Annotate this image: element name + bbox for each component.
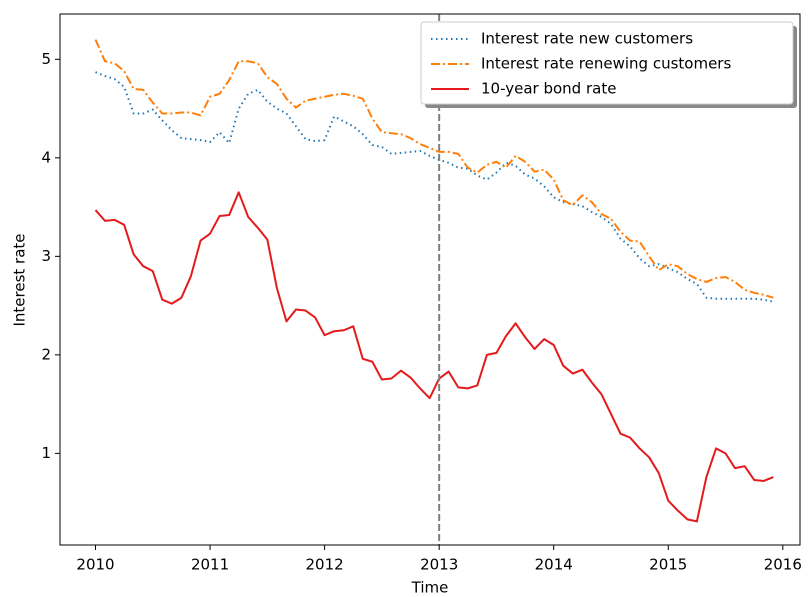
y-tick-label: 1 (41, 444, 51, 462)
x-tick-label: 2015 (649, 556, 687, 574)
x-tick-label: 2016 (764, 556, 802, 574)
legend: Interest rate new customers Interest rate… (420, 21, 797, 108)
x-tick-label: 2011 (191, 556, 229, 574)
plot-frame (59, 13, 801, 546)
y-tick-label: 4 (41, 148, 51, 166)
y-tick-label: 2 (41, 345, 51, 363)
series-line (94, 39, 774, 299)
legend-label: Interest rate new customers (481, 30, 693, 48)
x-tick-label: 2010 (76, 556, 114, 574)
x-tick-label: 2014 (535, 556, 573, 574)
x-tick-label: 2012 (306, 556, 344, 574)
legend-label: Interest rate renewing customers (481, 55, 731, 73)
y-tick-label: 5 (41, 50, 51, 68)
legend-box (420, 21, 794, 105)
series-line (94, 191, 774, 523)
legend-label: 10-year bond rate (481, 80, 616, 98)
y-axis-label: Interest rate (11, 233, 29, 326)
x-tick-label: 2013 (420, 556, 458, 574)
series-line (95, 71, 774, 303)
x-axis-label: Time (411, 579, 449, 597)
y-tick-label: 3 (41, 247, 51, 265)
